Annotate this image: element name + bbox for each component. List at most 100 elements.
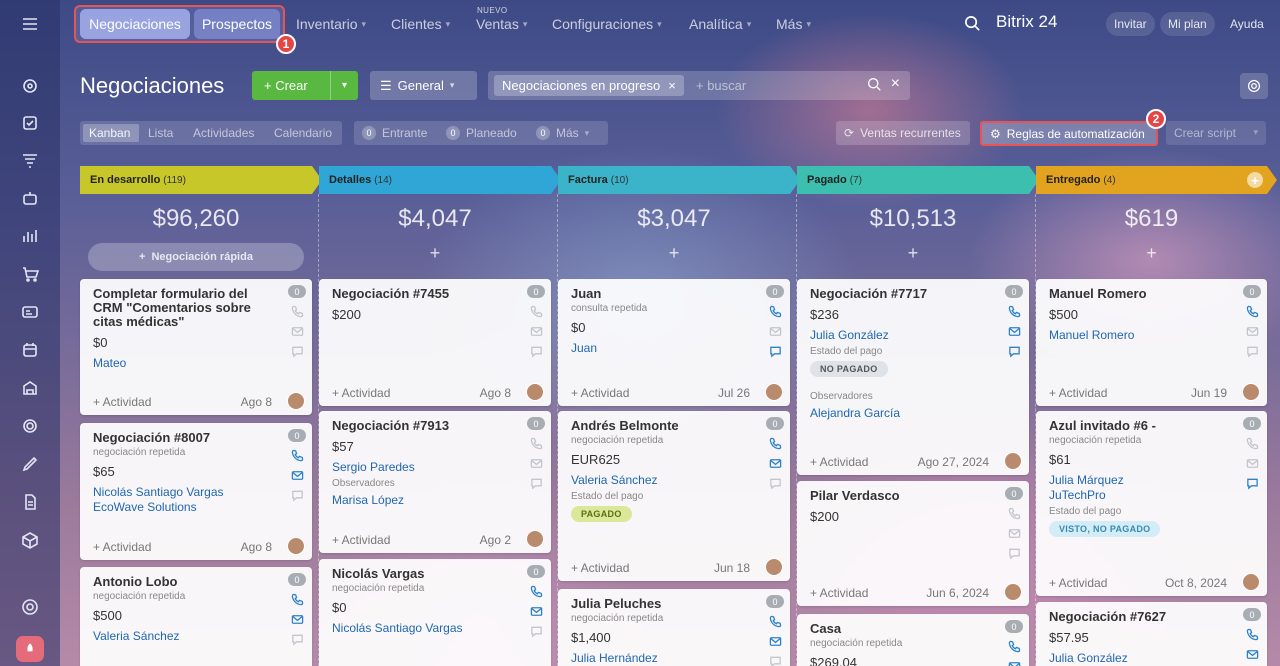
card-title[interactable]: Negociación #7717 bbox=[810, 286, 928, 301]
phone-icon[interactable] bbox=[1007, 304, 1021, 318]
chat-icon[interactable] bbox=[1245, 344, 1259, 358]
add-activity-link[interactable]: + Actividad bbox=[93, 540, 152, 554]
card-contact-link[interactable]: Nicolás Santiago Vargas bbox=[332, 621, 463, 635]
calendar-icon[interactable] bbox=[18, 338, 42, 362]
plan-button[interactable]: Mi plan bbox=[1160, 12, 1215, 36]
search-input[interactable] bbox=[696, 75, 856, 96]
card-title[interactable]: Casa bbox=[810, 621, 842, 636]
add-activity-link[interactable]: + Actividad bbox=[1049, 386, 1108, 400]
add-deal-button[interactable]: + bbox=[907, 243, 919, 263]
avatar[interactable] bbox=[1004, 452, 1022, 470]
deal-card[interactable]: Negociación #7913 $57 Sergio Paredes Observ… bbox=[319, 411, 551, 553]
card-title[interactable]: Manuel Romero bbox=[1049, 286, 1147, 301]
mail-icon[interactable] bbox=[768, 324, 782, 338]
nav-analitica[interactable]: Analítica ▾ bbox=[689, 16, 751, 32]
deal-card[interactable]: Nicolás Vargas negociación repetida $0 Nico… bbox=[319, 559, 551, 666]
create-button[interactable]: + Crear ▾ bbox=[252, 71, 358, 100]
card-contact-link[interactable]: Julia González bbox=[810, 328, 889, 342]
mail-icon[interactable] bbox=[768, 456, 782, 470]
mail-icon[interactable] bbox=[290, 612, 304, 626]
add-activity-link[interactable]: + Actividad bbox=[571, 386, 630, 400]
mail-icon[interactable] bbox=[1007, 659, 1021, 666]
phone-icon[interactable] bbox=[290, 448, 304, 462]
analytics-icon[interactable] bbox=[18, 224, 42, 248]
card-title[interactable]: Antonio Lobo bbox=[93, 574, 178, 589]
search-box[interactable]: Negociaciones en progreso × × bbox=[488, 71, 910, 100]
menu-icon[interactable] bbox=[18, 12, 42, 36]
column-header[interactable]: Pagado (7) bbox=[797, 166, 1039, 194]
card-contact-link[interactable]: Julia Hernández bbox=[571, 651, 658, 665]
chat-icon[interactable] bbox=[290, 344, 304, 358]
view-calendario[interactable]: Calendario bbox=[274, 126, 333, 140]
robot-icon[interactable] bbox=[18, 186, 42, 210]
add-activity-link[interactable]: + Actividad bbox=[1049, 576, 1108, 590]
search-icon[interactable] bbox=[964, 15, 981, 35]
add-activity-link[interactable]: + Actividad bbox=[571, 561, 630, 575]
deal-card[interactable]: Negociación #7627 $57.95 Julia González 0 bbox=[1036, 602, 1267, 666]
observer-link[interactable]: Alejandra García bbox=[810, 406, 901, 420]
gear-icon[interactable] bbox=[1240, 73, 1268, 99]
nav-mas[interactable]: Más ▾ bbox=[776, 16, 811, 32]
cart-icon[interactable] bbox=[18, 262, 42, 286]
avatar[interactable] bbox=[526, 383, 544, 401]
contact-card-icon[interactable] bbox=[18, 300, 42, 324]
chat-icon[interactable] bbox=[290, 488, 304, 502]
close-icon[interactable]: × bbox=[890, 75, 900, 92]
mail-icon[interactable] bbox=[290, 468, 304, 482]
card-title[interactable]: Pilar Verdasco bbox=[810, 488, 900, 503]
avatar[interactable] bbox=[765, 558, 783, 576]
counter-planeado[interactable]: 0 Planeado bbox=[446, 126, 517, 140]
card-title[interactable]: Nicolás Vargas bbox=[332, 566, 425, 581]
chat-icon[interactable] bbox=[529, 476, 543, 490]
deal-card[interactable]: Juan consulta repetida $0 Juan + Actividad Ju… bbox=[558, 279, 790, 406]
phone-icon[interactable] bbox=[529, 584, 543, 598]
card-title[interactable]: Azul invitado #6 - bbox=[1049, 418, 1156, 433]
card-title[interactable]: Juan bbox=[571, 286, 602, 301]
card-contact-link[interactable]: Julia Márquez bbox=[1049, 473, 1124, 487]
phone-icon[interactable] bbox=[768, 304, 782, 318]
store-icon[interactable] bbox=[18, 376, 42, 400]
card-title[interactable]: Negociación #7455 bbox=[332, 286, 450, 301]
deal-card[interactable]: Antonio Lobo negociación repetida $500 Vale… bbox=[80, 567, 312, 666]
column-header[interactable]: Factura (10) bbox=[558, 166, 800, 194]
deal-card[interactable]: Julia Peluches negociación repetida $1,400… bbox=[558, 589, 790, 666]
avatar[interactable] bbox=[1242, 383, 1260, 401]
card-title[interactable]: Negociación #7627 bbox=[1049, 609, 1167, 624]
deal-card[interactable]: Negociación #7717 $236 Julia González Estad… bbox=[797, 279, 1029, 475]
nav-inventario[interactable]: Inventario ▾ bbox=[296, 16, 366, 32]
add-activity-link[interactable]: + Actividad bbox=[810, 586, 869, 600]
avatar[interactable] bbox=[1004, 583, 1022, 601]
add-activity-link[interactable]: + Actividad bbox=[810, 455, 869, 469]
create-script-button[interactable]: Crear script ▾ bbox=[1166, 121, 1266, 145]
mail-icon[interactable] bbox=[529, 604, 543, 618]
crm-icon[interactable] bbox=[18, 148, 42, 172]
chat-icon[interactable] bbox=[529, 624, 543, 638]
card-contact-link[interactable]: Sergio Paredes bbox=[332, 460, 415, 474]
bitrix-logo[interactable]: Bitrix 24 bbox=[996, 12, 1058, 31]
nav-configuraciones[interactable]: Configuraciones ▾ bbox=[552, 16, 662, 32]
deal-card[interactable]: Manuel Romero $500 Manuel Romero + Activida… bbox=[1036, 279, 1267, 406]
chat-icon[interactable] bbox=[529, 344, 543, 358]
view-actividades[interactable]: Actividades bbox=[193, 126, 255, 140]
card-contact-link[interactable]: Juan bbox=[571, 341, 598, 355]
rocket-icon[interactable] bbox=[16, 636, 44, 662]
phone-icon[interactable] bbox=[1007, 506, 1021, 520]
phone-icon[interactable] bbox=[529, 436, 543, 450]
card-contact-link[interactable]: Mateo bbox=[93, 356, 127, 370]
counter-mas[interactable]: 0 Más ▾ bbox=[536, 126, 589, 140]
avatar[interactable] bbox=[765, 383, 783, 401]
deal-card[interactable]: Andrés Belmonte negociación repetida EUR62… bbox=[558, 411, 790, 581]
add-activity-link[interactable]: + Actividad bbox=[93, 395, 152, 409]
counter-entrante[interactable]: 0 Entrante bbox=[362, 126, 427, 140]
phone-icon[interactable] bbox=[1245, 627, 1259, 641]
deal-card[interactable]: Negociación #7455 $200 + Actividad Ago 8 0 bbox=[319, 279, 551, 406]
card-contact-link[interactable]: Valeria Sánchez bbox=[571, 473, 658, 487]
chat-icon[interactable] bbox=[768, 344, 782, 358]
quick-add-button[interactable]: + Negociación rápida bbox=[88, 243, 304, 271]
view-lista[interactable]: Lista bbox=[148, 126, 174, 140]
add-deal-button[interactable]: + bbox=[429, 243, 441, 263]
chat-icon[interactable] bbox=[1245, 476, 1259, 490]
card-contact-link[interactable]: JuTechPro bbox=[1049, 488, 1106, 502]
chevron-down-icon[interactable]: ▾ bbox=[330, 71, 358, 100]
close-icon[interactable]: × bbox=[668, 78, 676, 93]
